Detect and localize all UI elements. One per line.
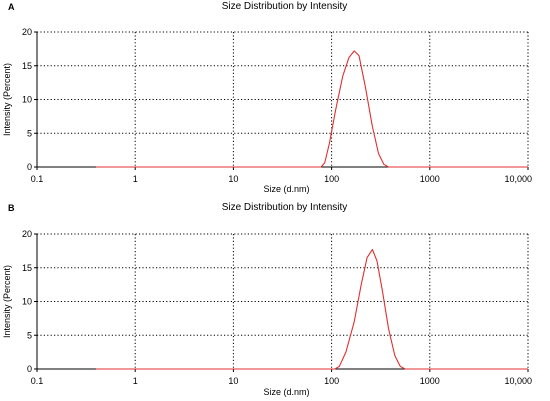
x-tick-label: 10,000: [504, 376, 532, 386]
x-tick-label: 100: [324, 174, 339, 184]
y-tick-label: 10: [22, 95, 32, 105]
y-tick-label: 15: [22, 61, 32, 71]
y-axis-label: Intensity (Percent): [2, 265, 12, 338]
x-tick-label: 10: [228, 376, 238, 386]
series-line: [96, 248, 528, 370]
x-tick-label: 1000: [420, 174, 440, 184]
y-tick-label: 0: [27, 162, 32, 172]
chart-panel-b: B Size Distribution by Intensity 0 5 10 15 20 0…: [2, 202, 532, 397]
panel-letter: B: [8, 203, 15, 213]
x-tick-label: 0.1: [31, 376, 44, 386]
panel-letter: A: [8, 2, 15, 12]
x-tick-label: 10: [228, 174, 238, 184]
x-tick-label: 1000: [420, 376, 440, 386]
y-tick-label: 5: [27, 128, 32, 138]
chart-title: Size Distribution by Intensity: [222, 202, 348, 213]
x-tick-label: 10,000: [504, 174, 532, 184]
y-axis-label: Intensity (Percent): [2, 63, 12, 136]
x-tick-label: 1: [133, 174, 138, 184]
x-axis-label: Size (d.nm): [263, 387, 309, 397]
chart-panel-a: A Size Distribution by Intensity 0 5 10 15 20 0…: [2, 1, 532, 194]
x-tick-label: 1: [133, 376, 138, 386]
y-tick-label: 5: [27, 330, 32, 340]
x-axis-label: Size (d.nm): [263, 184, 309, 194]
series-line: [96, 50, 528, 168]
x-tick-label: 0.1: [31, 174, 44, 184]
y-tick-label: 0: [27, 364, 32, 374]
y-tick-label: 10: [22, 297, 32, 307]
y-tick-label: 15: [22, 263, 32, 273]
chart-title: Size Distribution by Intensity: [222, 1, 348, 12]
x-tick-label: 100: [324, 376, 339, 386]
y-tick-label: 20: [22, 229, 32, 239]
y-tick-label: 20: [22, 27, 32, 37]
